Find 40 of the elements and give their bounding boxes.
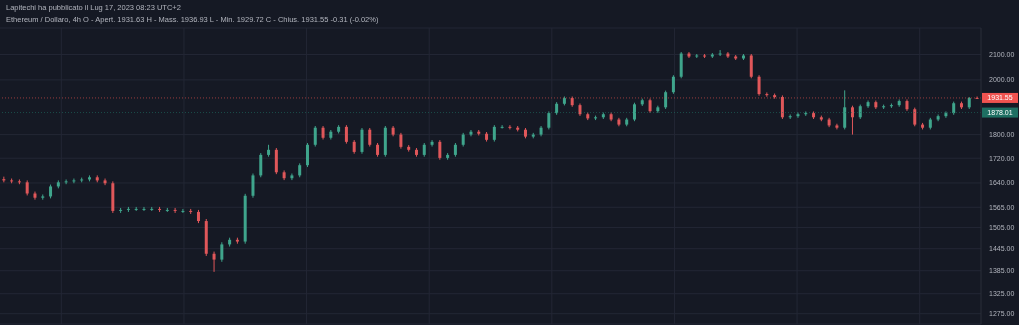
candlestick [220, 241, 224, 263]
candlestick [679, 51, 683, 79]
candlestick [251, 173, 255, 199]
candlestick [274, 147, 278, 175]
candlestick [313, 125, 317, 148]
candlestick [796, 112, 800, 119]
candlestick [259, 152, 263, 178]
candlestick [508, 124, 512, 130]
candlestick [749, 53, 753, 79]
candlestick [181, 208, 185, 214]
candlestick [368, 127, 372, 148]
candlestick [850, 105, 854, 136]
candlestick [212, 251, 216, 273]
candlestick [500, 124, 504, 130]
candlestick [765, 91, 769, 98]
candlestick [944, 110, 948, 119]
candlestick [64, 178, 68, 185]
candlestick [726, 51, 730, 59]
candlestick [360, 127, 364, 155]
candlestick [757, 74, 761, 97]
candlestick [664, 90, 668, 110]
candlestick [142, 206, 146, 212]
candlestick [632, 102, 636, 122]
candlestick [804, 110, 808, 117]
candlestick [718, 49, 722, 57]
candlestick [788, 114, 792, 120]
candlestick [173, 207, 177, 214]
candlestick [913, 107, 917, 127]
candlestick [469, 129, 473, 137]
candlestick [33, 191, 37, 201]
candlestick [687, 51, 691, 59]
candlestick [344, 124, 348, 145]
candlestick [975, 96, 979, 99]
candlestick [780, 94, 784, 120]
candlestick [430, 139, 434, 148]
candlestick [72, 178, 76, 184]
candlestick [305, 142, 309, 168]
candlestick [843, 89, 847, 130]
candlestick [438, 139, 442, 161]
candlestick [671, 74, 675, 95]
